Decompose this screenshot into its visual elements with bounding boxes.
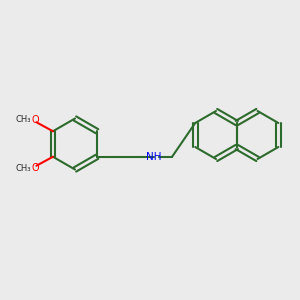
Text: O: O bbox=[31, 163, 39, 173]
Text: NH: NH bbox=[146, 152, 162, 162]
Text: CH₃: CH₃ bbox=[15, 164, 31, 172]
Text: CH₃: CH₃ bbox=[15, 115, 31, 124]
Text: O: O bbox=[31, 115, 39, 125]
